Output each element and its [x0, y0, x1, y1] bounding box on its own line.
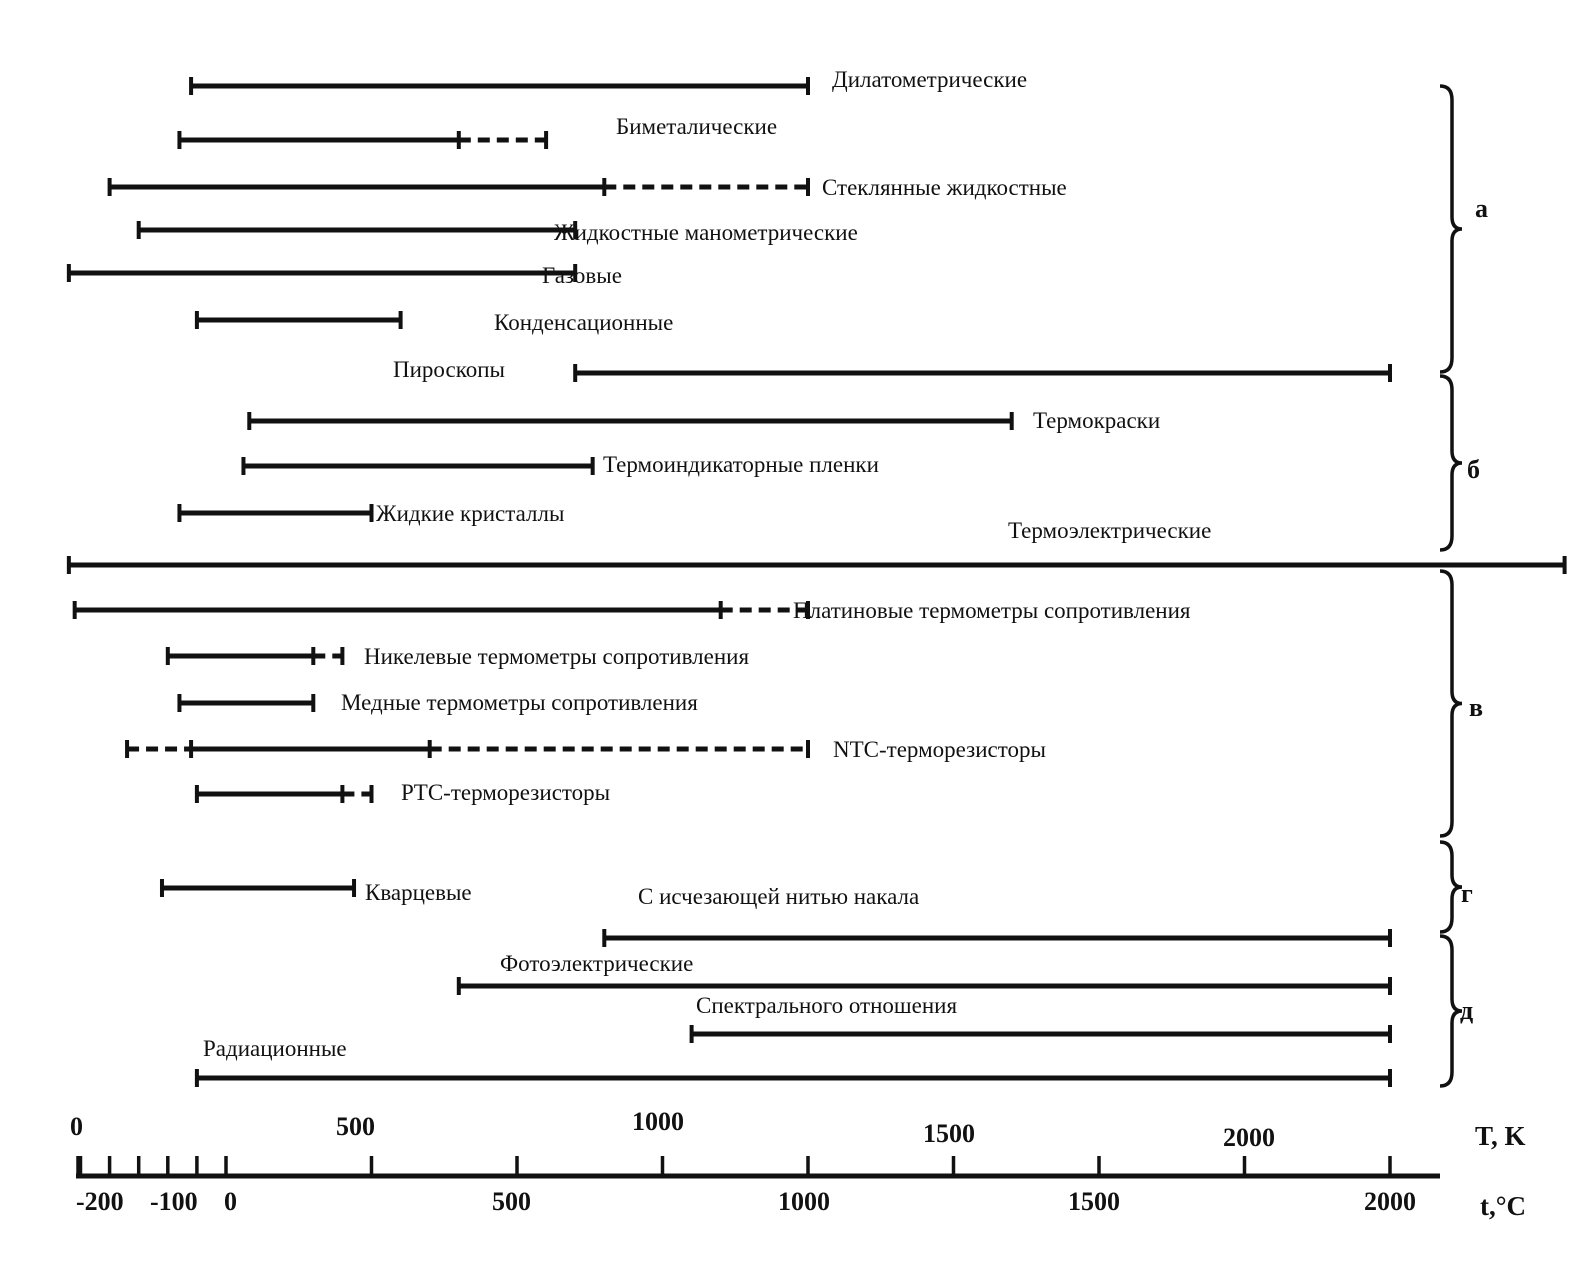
kelvin-tick-label: 1000 [632, 1107, 684, 1136]
group-letter: в [1469, 693, 1483, 722]
range-label: Термоэлектрические [1008, 518, 1211, 543]
group-brace: а [1439, 84, 1488, 374]
group-letter: д [1460, 996, 1473, 1025]
range-label: PTC-терморезисторы [401, 780, 610, 805]
range-label: Пироскопы [393, 357, 505, 382]
range-row: С исчезающей нитью накала [602, 884, 1392, 947]
range-row: Радиационные [194, 1036, 1392, 1087]
range-row: Биметалические [177, 114, 777, 149]
range-label: С исчезающей нитью накала [638, 884, 919, 909]
kelvin-tick-label: 0 [70, 1112, 83, 1141]
range-row: Спектрального отношения [689, 993, 1392, 1043]
brace-shape [1439, 569, 1463, 838]
range-row: Платиновые термометры сопротивления [72, 598, 1191, 623]
temperature-axis: 0 500 1000 1500 2000 T, K -200 -100 0 500 1000 1500… [70, 1107, 1526, 1221]
celsius-tick-label: 1000 [778, 1187, 830, 1216]
range-row: Газовые [66, 263, 622, 288]
celsius-tick-label: 500 [492, 1187, 531, 1216]
range-label: Термокраски [1033, 408, 1160, 433]
range-label: Газовые [542, 263, 622, 288]
brace-shape [1439, 374, 1463, 552]
group-letter: а [1475, 194, 1488, 223]
range-label: Радиационные [203, 1036, 347, 1061]
range-label: Фотоэлектрические [500, 951, 693, 976]
kelvin-tick-label: 2000 [1223, 1123, 1275, 1152]
range-row: Медные термометры сопротивления [177, 690, 698, 715]
range-label: Платиновые термометры сопротивления [793, 598, 1191, 623]
brace-shape [1439, 934, 1463, 1088]
group-letter: б [1467, 455, 1480, 484]
range-row: Термокраски [247, 408, 1160, 433]
range-label: Никелевые термометры сопротивления [364, 644, 749, 669]
group-brace: г [1439, 840, 1473, 934]
range-label: Термоиндикаторные пленки [603, 452, 879, 477]
celsius-tick-label: 0 [224, 1187, 237, 1216]
range-row: Кварцевые [159, 879, 472, 905]
range-label: Конденсационные [494, 310, 673, 335]
celsius-tick-label: -200 [76, 1187, 124, 1216]
group-brace: б [1439, 374, 1480, 552]
range-label: Кварцевые [365, 880, 472, 905]
range-row: Дилатометрические [189, 67, 1027, 95]
range-label: Медные термометры сопротивления [341, 690, 698, 715]
range-row: PTC-терморезисторы [194, 780, 610, 805]
kelvin-tick-label: 1500 [923, 1119, 975, 1148]
range-label: Жидкостные манометрические [554, 220, 858, 245]
range-label: Спектрального отношения [696, 993, 957, 1018]
range-row: Пироскопы [393, 357, 1392, 382]
range-row: Конденсационные [194, 310, 673, 335]
range-label: Дилатометрические [832, 67, 1027, 92]
range-row: Фотоэлектрические [456, 951, 1392, 995]
celsius-tick-label: 2000 [1364, 1187, 1416, 1216]
range-row: Никелевые термометры сопротивления [165, 644, 749, 669]
range-row: Термоэлектрические [66, 518, 1567, 574]
range-row: Жидкие кристаллы [177, 501, 564, 526]
ranges-layer: Дилатометрические Биметалические Стеклянны… [66, 67, 1567, 1087]
range-row: Стеклянные жидкостные [107, 175, 1067, 200]
range-row: Жидкостные манометрические [136, 220, 858, 245]
brace-shape [1439, 840, 1463, 934]
celsius-tick-label: -100 [150, 1187, 198, 1216]
range-label: Стеклянные жидкостные [822, 175, 1067, 200]
range-row: NTC-терморезисторы [125, 737, 1046, 762]
celsius-unit-label: t,°C [1480, 1191, 1526, 1221]
group-brace: в [1439, 569, 1483, 838]
celsius-tick-label: 1500 [1068, 1187, 1120, 1216]
range-row: Термоиндикаторные пленки [241, 452, 879, 477]
kelvin-tick-label: 500 [336, 1112, 375, 1141]
group-brace: д [1439, 934, 1473, 1088]
kelvin-unit-label: T, K [1475, 1121, 1526, 1151]
brace-shape [1439, 84, 1463, 374]
range-label: NTC-терморезисторы [833, 737, 1046, 762]
range-label: Биметалические [616, 114, 777, 139]
group-braces-layer: а б в г д [1439, 84, 1488, 1088]
range-label: Жидкие кристаллы [376, 501, 564, 526]
group-letter: г [1461, 879, 1473, 908]
